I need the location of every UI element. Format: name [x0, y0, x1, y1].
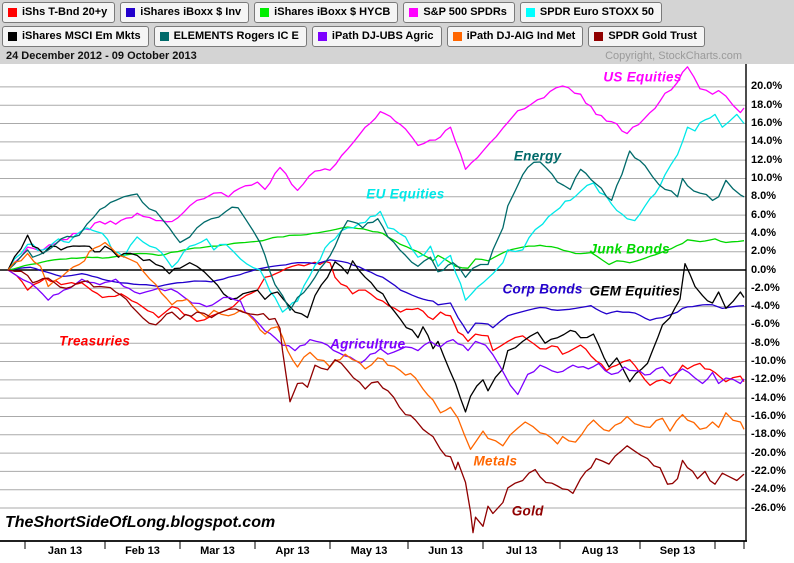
- legend-item-ishares-iboxx-inv[interactable]: iShares iBoxx $ Inv: [120, 2, 250, 23]
- y-tick-label: -12.0%: [751, 373, 786, 386]
- copyright-label: Copyright, StockCharts.com: [605, 50, 742, 62]
- series-line-gold: [7, 269, 745, 534]
- y-tick-label: -14.0%: [751, 391, 786, 404]
- legend-item-ishs-t-bnd-20-y[interactable]: iShs T-Bnd 20+y: [2, 2, 116, 23]
- legend-swatch-icon: [452, 32, 462, 41]
- legend-swatch-icon: [126, 8, 136, 17]
- y-tick-label: -22.0%: [751, 464, 786, 477]
- y-tick-label: 8.0%: [751, 190, 777, 203]
- series-label-metals: Metals: [473, 453, 518, 469]
- chart-header: iShs T-Bnd 20+y iShares iBoxx $ Inv iShare…: [0, 0, 794, 64]
- legend-swatch-icon: [159, 32, 169, 41]
- series-line-junk-bonds: [7, 226, 745, 271]
- date-range-label: 24 December 2012 - 09 October 2013: [6, 50, 197, 62]
- y-tick-label: -20.0%: [751, 446, 786, 459]
- x-tick-label: Feb 13: [125, 545, 160, 557]
- series-label-eu-equities: EU Equities: [366, 186, 445, 202]
- legend: iShs T-Bnd 20+y iShares iBoxx $ Inv iShare…: [2, 2, 790, 47]
- y-tick-label: -26.0%: [751, 501, 786, 514]
- watermark: TheShortSideOfLong.blogspot.com: [5, 514, 276, 531]
- series-label-corp-bonds: Corp Bonds: [502, 281, 583, 297]
- y-tick-label: 4.0%: [751, 226, 777, 239]
- legend-swatch-icon: [8, 32, 17, 41]
- x-tick-label: Jun 13: [428, 545, 463, 557]
- x-tick-label: Jul 13: [505, 545, 538, 557]
- y-tick-label: -16.0%: [751, 409, 786, 422]
- legend-item-spdr-gold-trust[interactable]: SPDR Gold Trust: [588, 26, 705, 47]
- series-label-agricultrue: Agricultrue: [330, 336, 406, 352]
- series-line-agricultrue: [7, 269, 745, 396]
- legend-item-elements-rogers-ic-e[interactable]: ELEMENTS Rogers IC E: [153, 26, 307, 47]
- series-label-energy: Energy: [513, 148, 562, 164]
- y-tick-label: 20.0%: [751, 80, 783, 93]
- legend-item-ishares-iboxx-hycb[interactable]: iShares iBoxx $ HYCB: [254, 2, 399, 23]
- y-tick-label: 0.0%: [751, 263, 777, 276]
- legend-item-ipath-dj-aig-ind-met[interactable]: iPath DJ-AIG Ind Met: [446, 26, 584, 47]
- y-tick-label: -8.0%: [751, 336, 780, 349]
- legend-swatch-icon: [525, 8, 535, 17]
- series-line-metals: [7, 241, 745, 451]
- title-row: 24 December 2012 - 09 October 2013 Copyr…: [0, 50, 794, 64]
- series-label-gold: Gold: [511, 503, 544, 519]
- legend-item-label: iShares iBoxx $ Inv: [140, 6, 242, 18]
- x-tick-label: Aug 13: [581, 545, 619, 557]
- legend-swatch-icon: [409, 8, 419, 17]
- series-label-gem-equities: GEM Equities: [589, 283, 681, 299]
- y-tick-label: 10.0%: [751, 171, 783, 184]
- y-tick-label: 6.0%: [751, 208, 777, 221]
- series-line-corp-bonds: [7, 259, 745, 334]
- legend-swatch-icon: [8, 8, 17, 17]
- y-tick-label: -24.0%: [751, 483, 786, 496]
- series-label-treasuries: Treasuries: [59, 333, 131, 349]
- legend-item-label: iPath DJ-UBS Agric: [331, 30, 434, 42]
- legend-item-ishares-msci-em-mkts[interactable]: iShares MSCI Em Mkts: [2, 26, 149, 47]
- x-tick-label: Mar 13: [200, 545, 235, 557]
- legend-item-label: iShs T-Bnd 20+y: [22, 6, 108, 18]
- series-label-junk-bonds: Junk Bonds: [589, 241, 670, 257]
- legend-item-label: iPath DJ-AIG Ind Met: [466, 30, 576, 42]
- legend-item-label: ELEMENTS Rogers IC E: [173, 30, 299, 42]
- legend-item-label: SPDR Gold Trust: [608, 30, 697, 42]
- series-line-treasuries: [7, 260, 745, 386]
- x-tick-label: Sep 13: [659, 545, 696, 557]
- y-tick-label: -18.0%: [751, 428, 786, 441]
- series-line-gem-equities: [7, 234, 745, 413]
- y-tick-label: -10.0%: [751, 355, 786, 368]
- legend-item-ipath-dj-ubs-agric[interactable]: iPath DJ-UBS Agric: [311, 26, 442, 47]
- y-tick-label: -4.0%: [751, 300, 780, 313]
- legend-swatch-icon: [594, 32, 604, 41]
- y-tick-label: 12.0%: [751, 153, 783, 166]
- legend-swatch-icon: [260, 8, 270, 17]
- series-line-us-equities: [7, 66, 745, 271]
- series-line-energy: [7, 150, 745, 311]
- series-label-us-equities: US Equities: [603, 69, 682, 85]
- legend-swatch-icon: [317, 32, 327, 41]
- y-tick-label: 14.0%: [751, 135, 783, 148]
- y-tick-label: 16.0%: [751, 117, 783, 130]
- legend-item-label: iShares iBoxx $ HYCB: [274, 6, 391, 18]
- legend-item-label: iShares MSCI Em Mkts: [22, 30, 141, 42]
- legend-item-s-p-500-spdrs[interactable]: S&P 500 SPDRs: [403, 2, 515, 23]
- legend-item-spdr-euro-stoxx-50[interactable]: SPDR Euro STOXX 50: [519, 2, 663, 23]
- y-tick-label: 18.0%: [751, 98, 783, 111]
- legend-item-label: SPDR Euro STOXX 50: [539, 6, 655, 18]
- x-tick-label: Jan 13: [47, 545, 83, 557]
- y-tick-label: -2.0%: [751, 281, 780, 294]
- x-tick-label: Apr 13: [275, 545, 310, 557]
- y-tick-label: 2.0%: [751, 245, 777, 258]
- x-tick-label: May 13: [350, 545, 388, 557]
- y-tick-label: -6.0%: [751, 318, 780, 331]
- legend-item-label: S&P 500 SPDRs: [423, 6, 507, 18]
